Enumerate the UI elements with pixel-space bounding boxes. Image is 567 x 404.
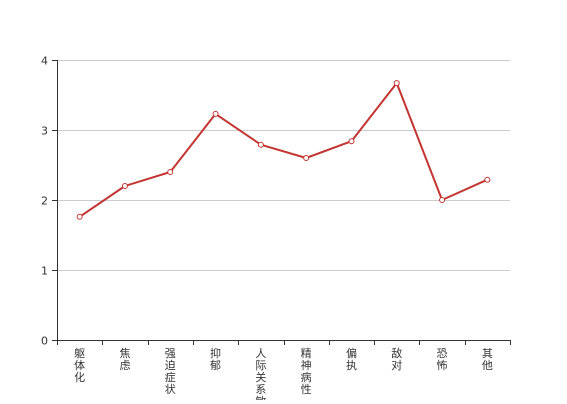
data-point[interactable] [393,80,400,87]
data-point[interactable] [484,176,491,183]
data-point[interactable] [121,183,128,189]
y-tick-label: 2 [41,195,48,208]
grid-lines [57,60,510,271]
x-tick-label: 强迫症状 [165,347,176,396]
x-tick-label: 精神病性 [301,347,312,396]
data-point[interactable] [76,213,83,220]
data-point[interactable] [303,155,310,161]
series-line [79,82,488,218]
y-tick-label: 3 [41,125,48,138]
x-tick-label: 焦虑 [119,347,130,372]
data-point[interactable] [212,110,219,117]
y-tick-label: 1 [41,265,48,278]
data-point[interactable] [257,141,264,148]
data-point[interactable] [167,169,174,175]
x-tick-label: 人际关系敏感 [255,347,266,400]
y-tick-label: 0 [41,335,48,348]
data-point[interactable] [348,138,355,145]
series-layer [76,80,491,220]
data-point[interactable] [439,197,446,203]
x-tick-label: 抑郁 [210,346,221,372]
x-tick-label: 躯体化 [74,347,85,384]
x-tick-label: 敌对 [391,346,402,372]
axes [52,60,511,345]
x-tick-label: 偏执 [346,346,357,372]
tick-labels: 0 1 2 3 4 躯体化 焦虑 强迫症状 抑郁 人际关系敏感 精神病性 偏执 敌对 恐怖 其他 [41,55,493,404]
y-tick-label: 4 [41,55,48,68]
x-tick-label: 恐怖 [437,347,448,372]
x-tick-label: 其他 [482,347,493,372]
